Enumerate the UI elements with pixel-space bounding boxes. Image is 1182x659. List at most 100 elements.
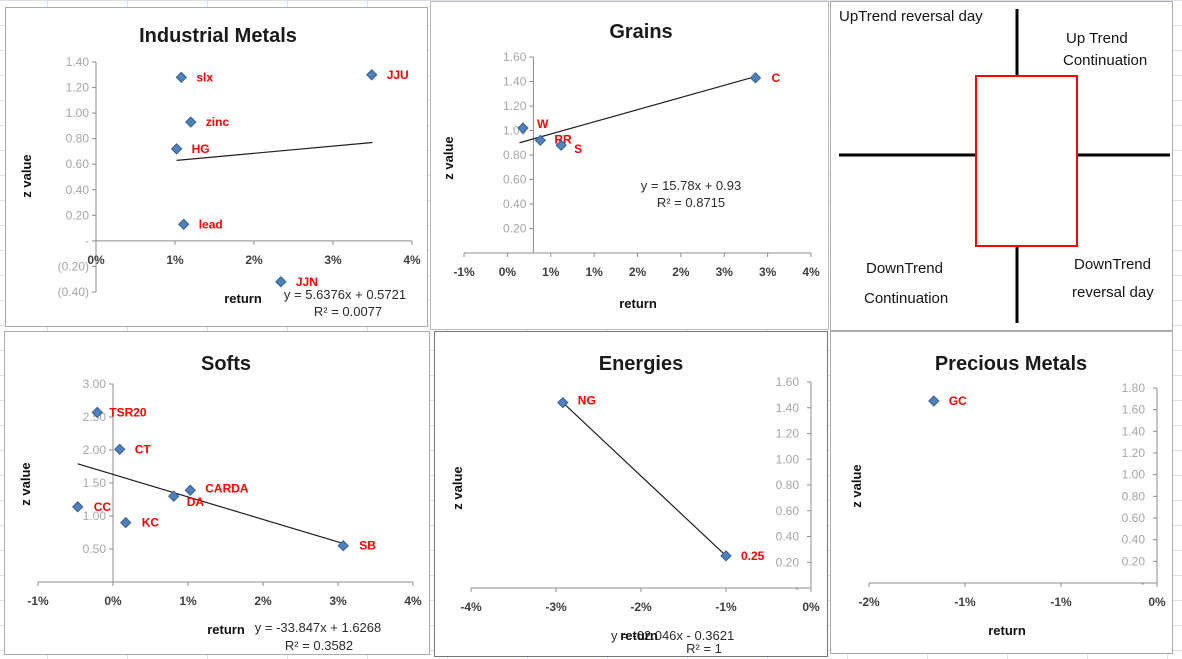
trendline <box>77 463 342 544</box>
data-point-marker <box>749 72 762 84</box>
chart-canvas: Precious Metals 1.80 1.60 1.40 1.20 1.00 0.80 0… <box>849 353 1166 638</box>
x-tick-label: -1% <box>453 265 475 279</box>
y-tick-label: 1.20 <box>1122 446 1146 460</box>
x-tick-label: 3% <box>759 265 777 279</box>
x-tick-label: 1% <box>166 253 184 267</box>
y-tick-label: 0.80 <box>776 478 800 492</box>
y-tick-label: 0.20 <box>776 555 800 569</box>
x-tick-label: 0% <box>499 265 517 279</box>
x-axis-title: return <box>988 623 1026 638</box>
data-point-marker <box>517 122 529 134</box>
data-point-label: KC <box>142 516 160 530</box>
data-point-marker <box>184 484 196 496</box>
data-point-label: CC <box>94 500 112 514</box>
data-point-label: CARDA <box>205 481 249 495</box>
y-tick-label: 0.80 <box>503 148 527 162</box>
chart-energies[interactable]: Energies 1.60 1.40 1.20 1.00 0.80 0.60 0.40 0.20… <box>434 331 828 657</box>
chart-canvas: Industrial Metals 1.40 1.20 1.00 0.80 0.60 0.4… <box>19 25 421 319</box>
chart-title: Precious Metals <box>935 353 1087 375</box>
y-tick-label: 0.20 <box>1122 554 1146 568</box>
data-point-marker <box>557 396 569 409</box>
y-tick-label: 1.60 <box>503 50 527 64</box>
x-tick-label: 4% <box>404 594 422 608</box>
r-squared-value: R² = 0.8715 <box>657 195 725 210</box>
x-tick-label: 1% <box>179 594 197 608</box>
x-tick-label: 0% <box>1148 595 1166 609</box>
y-tick-label: 1.00 <box>1122 468 1146 482</box>
diagram-label-downtrend-reversal-1: DownTrend <box>1074 256 1151 273</box>
y-axis-title: z value <box>18 462 33 505</box>
x-tick-label: 3% <box>324 253 342 267</box>
data-point-marker <box>337 539 349 552</box>
x-tick-label: 3% <box>716 265 734 279</box>
x-tick-label: 2% <box>254 594 272 608</box>
x-tick-label: 2% <box>672 265 690 279</box>
candlestick-diagram[interactable]: UpTrend reversal day Up Trend Continuati… <box>830 1 1173 331</box>
data-point-label: SB <box>359 539 376 553</box>
trendline-equation: y = -33.847x + 1.6268 <box>255 620 381 635</box>
data-point-label: TSR20 <box>109 405 147 419</box>
x-tick-label: 1% <box>585 265 603 279</box>
chart-title: Energies <box>599 353 683 375</box>
data-point-label: GC <box>949 394 967 408</box>
data-point-marker <box>275 276 287 288</box>
diagram-label-downtrend-continuation-1: DownTrend <box>866 260 943 277</box>
data-point-marker <box>720 550 732 562</box>
y-tick-label: - <box>795 581 799 595</box>
data-point-label: S <box>574 142 582 156</box>
data-point-label: JJU <box>387 68 409 82</box>
x-axis-title: return <box>224 291 262 306</box>
y-tick-label: 0.40 <box>776 530 800 544</box>
x-tick-label: -2% <box>630 600 652 614</box>
data-point-label: NG <box>578 394 596 408</box>
diagram-label-uptrend-continuation-1: Up Trend <box>1066 30 1128 47</box>
x-tick-label: 2% <box>629 265 647 279</box>
y-tick-label: 0.60 <box>503 173 527 187</box>
data-point-label: CT <box>135 442 152 456</box>
y-tick-label: 1.60 <box>1122 403 1146 417</box>
chart-industrial-metals[interactable]: Industrial Metals 1.40 1.20 1.00 0.80 0.60 0.4… <box>5 7 428 327</box>
trendline-equation: y = 5.6376x + 0.5721 <box>284 287 406 302</box>
data-point-label: HG <box>192 142 210 156</box>
x-tick-label: 2% <box>245 253 263 267</box>
chart-grains[interactable]: Grains 1.60 1.40 1.20 1.00 0.80 0.60 0.40 0.20 -1… <box>430 1 829 330</box>
y-tick-label: - <box>1141 576 1145 590</box>
y-tick-label: 0.40 <box>1122 533 1146 547</box>
x-tick-label: 3% <box>329 594 347 608</box>
data-point-label: DA <box>187 495 205 509</box>
data-point-marker <box>366 69 378 81</box>
data-point-marker <box>91 406 103 419</box>
x-axis-title: return <box>207 622 245 637</box>
data-point-label: C <box>771 71 780 85</box>
data-point-label: lead <box>199 217 223 231</box>
data-point-marker <box>72 501 84 513</box>
y-tick-label: 1.80 <box>1122 381 1146 395</box>
y-tick-label: 1.40 <box>1122 424 1146 438</box>
data-point-label: zinc <box>206 115 230 129</box>
y-tick-label: 1.40 <box>776 401 800 415</box>
data-point-label: 0.25 <box>741 549 765 563</box>
data-point-marker <box>177 218 190 230</box>
trendline-equation: y = 15.78x + 0.93 <box>641 178 741 193</box>
data-point-marker <box>168 490 180 502</box>
y-tick-label: 1.60 <box>776 375 800 389</box>
x-tick-label: -2% <box>858 595 880 609</box>
y-tick-label: 1.20 <box>503 99 527 113</box>
data-point-label: JJN <box>296 275 318 289</box>
chart-title: Grains <box>609 21 672 43</box>
chart-softs[interactable]: Softs 3.00 2.50 2.00 1.50 1.00 0.50 -1% 0% 1% 2% 3%… <box>4 331 430 655</box>
x-tick-label: 0% <box>802 600 820 614</box>
y-tick-label: 0.20 <box>66 208 90 222</box>
x-axis-title: return <box>619 296 657 311</box>
x-tick-label: 0% <box>104 594 122 608</box>
y-tick-label: 0.60 <box>1122 511 1146 525</box>
chart-precious-metals[interactable]: Precious Metals 1.80 1.60 1.40 1.20 1.00 0.80 0… <box>830 331 1173 654</box>
y-tick-label: (0.40) <box>58 285 89 299</box>
y-axis-title: z value <box>849 464 864 507</box>
data-point-marker <box>555 139 567 151</box>
trendline <box>562 402 727 557</box>
y-tick-label: 1.00 <box>83 509 107 523</box>
x-tick-label: -1% <box>715 600 737 614</box>
data-point-marker <box>928 395 940 407</box>
